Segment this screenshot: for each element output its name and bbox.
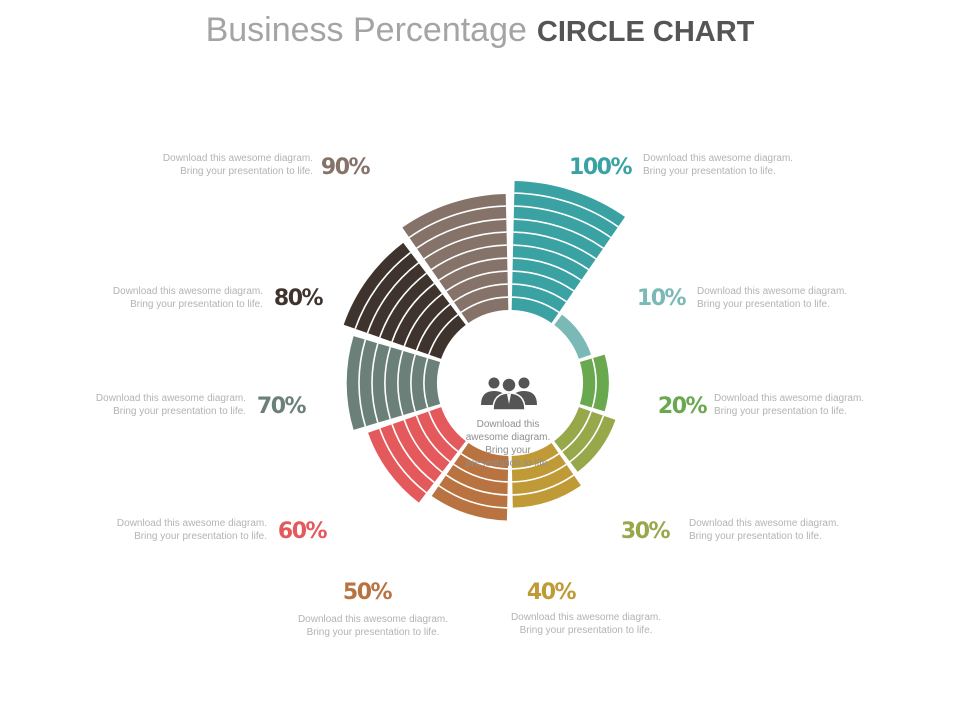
segment-8 xyxy=(343,242,466,359)
segment-5 xyxy=(431,443,509,521)
segment-7-ring-4 xyxy=(384,346,392,420)
description-3-line-2: Bring your presentation to life. xyxy=(689,531,822,542)
segment-8-ring-2 xyxy=(415,303,451,351)
description-3-line-1: Download this awesome diagram. xyxy=(689,518,839,529)
segment-9-ring-1 xyxy=(460,296,509,313)
segment-0-ring-3 xyxy=(512,270,575,292)
percent-label-7: 70% xyxy=(257,394,307,419)
segment-2-ring-1 xyxy=(591,358,597,408)
percent-label-8: 80% xyxy=(274,286,324,311)
title-light: Business Percentage xyxy=(205,11,527,49)
segment-9-ring-7 xyxy=(416,218,507,249)
center-line-2: awesome diagram. xyxy=(466,432,550,443)
segment-8-ring-4 xyxy=(391,282,435,342)
description-4-line-1: Download this awesome diagram. xyxy=(511,612,661,623)
description-9-line-1: Download this awesome diagram. xyxy=(163,153,313,164)
segment-6 xyxy=(368,407,466,503)
description-1-line-2: Bring your presentation to life. xyxy=(697,299,830,310)
chart-center: Download this awesome diagram. Bring you… xyxy=(466,377,551,469)
segment-3-ring-2 xyxy=(569,415,605,463)
description-8-line-2: Bring your presentation to life. xyxy=(130,299,263,310)
segment-0 xyxy=(511,181,625,323)
segment-6-ring-1 xyxy=(428,411,459,453)
segment-0-ring-7 xyxy=(513,218,604,249)
description-5-line-2: Bring your presentation to life. xyxy=(307,627,440,638)
description-8-line-1: Download this awesome diagram. xyxy=(113,286,263,297)
segment-7-ring-3 xyxy=(397,350,404,416)
segment-0-ring-8 xyxy=(513,205,612,239)
percent-label-5: 50% xyxy=(343,580,393,605)
segment-8-ring-6 xyxy=(366,262,419,334)
segment-0-ring-2 xyxy=(512,283,567,303)
segment-7-ring-2 xyxy=(410,354,416,412)
description-2-line-1: Download this awesome diagram. xyxy=(714,393,864,404)
segment-9-ring-4 xyxy=(438,257,508,281)
page-title: Business Percentage CIRCLE CHART xyxy=(0,10,960,52)
chart-labels: 100% Download this awesome diagram. Bring … xyxy=(96,153,864,638)
title-bold: CIRCLE CHART xyxy=(536,16,755,48)
center-line-4: presentation to life. xyxy=(466,458,551,469)
description-0-line-1: Download this awesome diagram. xyxy=(643,153,793,164)
segment-0-ring-6 xyxy=(513,231,597,260)
people-group-icon xyxy=(481,377,537,411)
segment-4-ring-2 xyxy=(512,463,567,483)
segment-4-ring-3 xyxy=(512,474,575,496)
segment-0-ring-9 xyxy=(514,192,619,228)
segment-6-ring-5 xyxy=(379,428,427,494)
center-line-3: Bring your xyxy=(485,445,531,456)
segment-6-ring-2 xyxy=(415,415,451,463)
percent-label-9: 90% xyxy=(321,155,371,180)
description-1-line-1: Download this awesome diagram. xyxy=(697,286,847,297)
description-6-line-2: Bring your presentation to life. xyxy=(134,531,267,542)
segment-7-ring-5 xyxy=(371,343,379,423)
segment-9-ring-2 xyxy=(453,283,508,303)
percent-label-2: 20% xyxy=(658,394,708,419)
segment-3-ring-1 xyxy=(561,411,592,453)
description-2-line-2: Bring your presentation to life. xyxy=(714,406,847,417)
segment-9-ring-3 xyxy=(445,270,508,292)
segment-9-ring-8 xyxy=(408,205,507,239)
segment-5-ring-2 xyxy=(453,463,508,483)
segment-8-ring-5 xyxy=(379,272,427,338)
percent-label-4: 40% xyxy=(527,580,577,605)
percent-label-3: 30% xyxy=(621,519,671,544)
description-7-line-1: Download this awesome diagram. xyxy=(96,393,246,404)
segment-1 xyxy=(554,314,592,359)
segment-8-ring-3 xyxy=(403,293,443,347)
description-4-line-2: Bring your presentation to life. xyxy=(520,625,653,636)
segment-0-ring-5 xyxy=(513,244,590,271)
segment-8-ring-1 xyxy=(428,313,459,355)
segment-5-ring-4 xyxy=(438,485,508,509)
percent-label-0: 100% xyxy=(569,155,632,180)
segment-7-ring-1 xyxy=(423,358,429,408)
segment-4-ring-1 xyxy=(511,453,560,470)
segment-7-ring-6 xyxy=(358,339,367,427)
segment-6-ring-4 xyxy=(391,424,435,484)
chart-segments xyxy=(343,181,625,521)
segment-0-ring-4 xyxy=(512,257,582,281)
description-9-line-2: Bring your presentation to life. xyxy=(180,166,313,177)
description-6-line-1: Download this awesome diagram. xyxy=(117,518,267,529)
segment-5-ring-3 xyxy=(445,474,508,496)
segment-6-ring-3 xyxy=(403,419,443,473)
segment-8-ring-7 xyxy=(354,251,412,330)
percent-label-6: 60% xyxy=(278,519,328,544)
description-5-line-1: Download this awesome diagram. xyxy=(298,614,448,625)
percent-label-1: 10% xyxy=(637,286,687,311)
segment-9-ring-5 xyxy=(430,244,507,271)
segment-9-ring-6 xyxy=(423,231,507,260)
segment-2 xyxy=(579,354,609,412)
center-line-1: Download this xyxy=(477,419,540,430)
description-0-line-2: Bring your presentation to life. xyxy=(643,166,776,177)
segment-7 xyxy=(346,336,441,430)
segment-0-ring-1 xyxy=(511,296,560,313)
segment-5-ring-1 xyxy=(460,453,509,470)
description-7-line-2: Bring your presentation to life. xyxy=(113,406,246,417)
